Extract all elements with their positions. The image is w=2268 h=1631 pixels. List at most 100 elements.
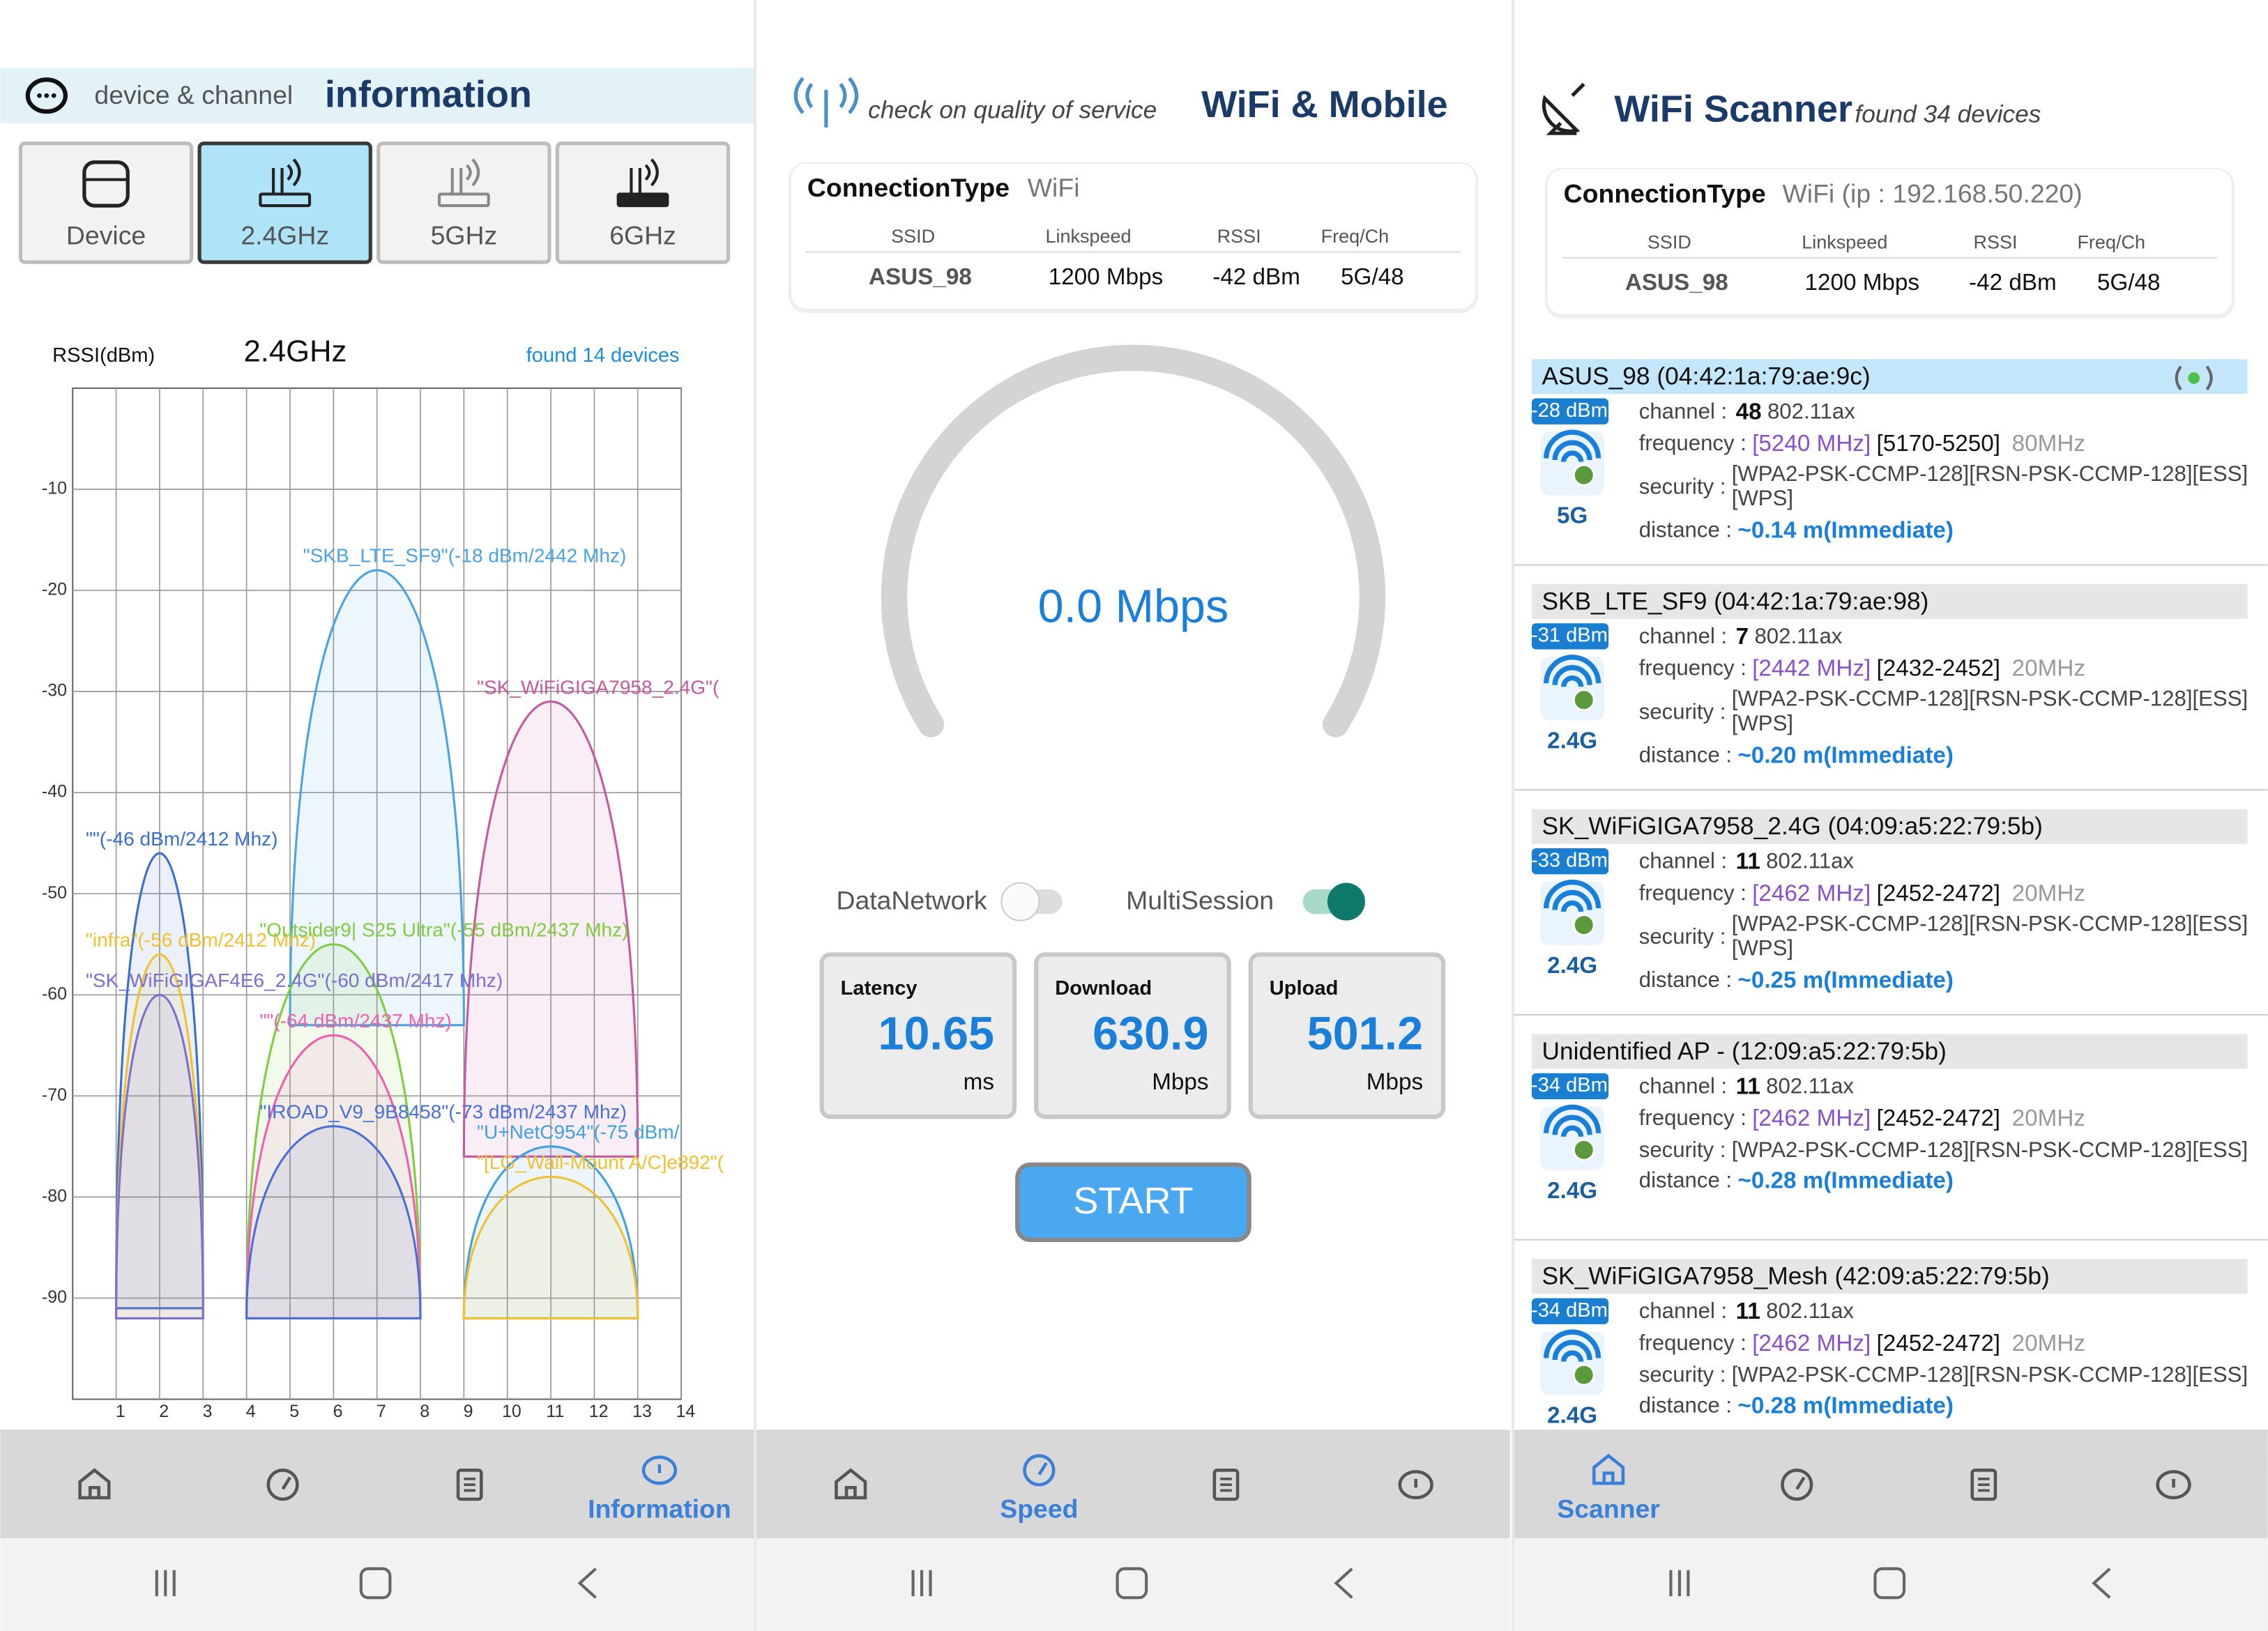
x-tick-label: 5	[289, 1402, 299, 1421]
frequency-range: [2432-2452]	[1877, 656, 2001, 682]
header-subtitle: check on quality of service	[868, 96, 1157, 123]
wifi-icon-shield	[1572, 464, 1595, 487]
standard: 802.11ax	[1766, 1299, 1854, 1323]
list-icon	[456, 1469, 483, 1501]
nav-item[interactable]	[2156, 1470, 2191, 1500]
band-label: 2.4G	[1547, 1403, 1597, 1429]
nav-item[interactable]	[1781, 1469, 1813, 1501]
row-cell: ASUS_98	[869, 264, 972, 290]
speed-icon	[266, 1469, 299, 1501]
nav-item[interactable]	[1970, 1469, 1997, 1501]
band-label: 5G	[1557, 503, 1588, 529]
frequency-value: [2462 MHz]	[1752, 880, 1871, 906]
network-label: "U+NetC954"(-75 dBm/	[477, 1121, 680, 1143]
toggle-switch[interactable]	[1302, 882, 1365, 921]
router-signal	[644, 158, 659, 187]
toggle-label: DataNetwork	[836, 886, 987, 915]
nav-item[interactable]: Information	[588, 1455, 731, 1524]
wifi-icon-arc	[1561, 900, 1584, 912]
band-tab[interactable]: 6GHz	[555, 141, 731, 264]
x-tick-label: 8	[420, 1402, 429, 1421]
channel-width: 20MHz	[2012, 656, 2085, 682]
header-title: information	[325, 74, 532, 116]
channel-width: 20MHz	[2012, 880, 2085, 906]
nav-item[interactable]	[835, 1468, 867, 1500]
home-button[interactable]	[1873, 1567, 1906, 1600]
channel-value: 11	[1736, 1073, 1760, 1099]
start-button[interactable]: START	[1015, 1162, 1251, 1243]
field-frequency: frequency : [2462 MHz] [2452-2472] 20MHz	[1639, 1331, 2085, 1356]
nav-item[interactable]	[1212, 1469, 1240, 1501]
wifi-icon-arc	[1544, 1329, 1601, 1358]
toggle-switch[interactable]	[1000, 882, 1063, 921]
home-button[interactable]	[359, 1567, 392, 1600]
frequency-value: [2462 MHz]	[1752, 1105, 1871, 1131]
toggle-knob	[1327, 882, 1365, 921]
stat-label: Download	[1055, 977, 1152, 1000]
router-icon	[616, 192, 669, 208]
rssi-badge-text: -34 dBm	[1531, 1074, 1608, 1096]
band-tab[interactable]: Device	[18, 141, 194, 264]
network-label: "[LG_Wall-Mount A/C]e892"(	[477, 1151, 724, 1173]
field-label: channel :	[1639, 1074, 1727, 1098]
system-bar	[756, 1538, 1510, 1631]
field-channel: channel : 48 802.11ax	[1639, 399, 1856, 424]
list-icon	[1970, 1469, 1997, 1501]
system-bar	[0, 1538, 754, 1631]
field-label: distance :	[1639, 1393, 1732, 1418]
x-tick-label: 14	[676, 1402, 695, 1421]
device-title-bar[interactable]	[1531, 809, 2248, 844]
channel-value: 7	[1736, 624, 1749, 650]
signal-curve	[462, 700, 639, 1158]
field-label: security :	[1639, 1138, 1726, 1162]
nav-item[interactable]: Scanner	[1557, 1453, 1660, 1524]
device-title-bar[interactable]	[1531, 584, 2248, 619]
frequency-range: [2452-2472]	[1877, 880, 2001, 906]
device-title-bar[interactable]	[1531, 1259, 2248, 1294]
field-label: distance :	[1639, 518, 1732, 542]
signal-curve	[462, 1145, 639, 1320]
field-label: frequency :	[1639, 431, 1746, 455]
x-tick-label: 3	[203, 1402, 213, 1421]
standard: 802.11ax	[1766, 849, 1854, 873]
home-button[interactable]	[1116, 1567, 1148, 1600]
x-tick-label: 10	[502, 1402, 522, 1421]
y-tick-label: -70	[42, 1085, 67, 1105]
field-security: security : [WPA2-PSK-CCMP-128][RSN-PSK-CC…	[1639, 1138, 2248, 1162]
column-header: RSSI	[1973, 231, 2017, 252]
signal-curve	[462, 1176, 639, 1320]
gauge-arc	[881, 344, 1385, 737]
nav-item[interactable]	[456, 1469, 483, 1501]
header-band	[0, 68, 754, 123]
field-label: security :	[1639, 1363, 1726, 1387]
nav-item[interactable]	[78, 1468, 111, 1500]
field-label: distance :	[1639, 1168, 1732, 1193]
field-frequency: frequency : [2442 MHz] [2432-2452] 20MHz	[1639, 656, 2085, 682]
back-button[interactable]	[2092, 1568, 2111, 1599]
home-icon	[78, 1468, 111, 1500]
band-tab[interactable]: 5GHz	[376, 141, 551, 264]
home-icon	[835, 1468, 867, 1500]
device-title-bar[interactable]	[1531, 359, 2248, 395]
nav-item[interactable]	[266, 1469, 299, 1501]
band-label: 2.4G	[1547, 953, 1597, 979]
nav-item[interactable]	[1398, 1470, 1433, 1500]
band-tab[interactable]: 2.4GHz	[197, 141, 372, 264]
frequency-value: [2442 MHz]	[1752, 656, 1871, 682]
back-button[interactable]	[1334, 1568, 1353, 1599]
back-button[interactable]	[577, 1568, 597, 1599]
rssi-badge	[1531, 1298, 1609, 1324]
distance-value: ~0.25 m(Immediate)	[1737, 967, 1954, 993]
device-name: SKB_LTE_SF9 (04:42:1a:79:ae:98)	[1542, 588, 1929, 615]
header-icon	[793, 77, 859, 128]
field-distance: distance : ~0.25 m(Immediate)	[1639, 967, 1954, 993]
signal-curve	[289, 569, 465, 1027]
device-title-bar[interactable]	[1531, 1034, 2248, 1069]
android-icon	[82, 160, 130, 208]
field-label: frequency :	[1639, 656, 1746, 680]
nav-item[interactable]: Speed	[1000, 1454, 1078, 1524]
security-value: [WPA2-PSK-CCMP-128][RSN-PSK-CCMP-128][ES…	[1732, 1363, 2248, 1387]
field-label: security :	[1639, 475, 1726, 499]
field-channel: channel : 11 802.11ax	[1639, 1299, 1855, 1324]
wifi-icon-arc	[1552, 440, 1592, 461]
